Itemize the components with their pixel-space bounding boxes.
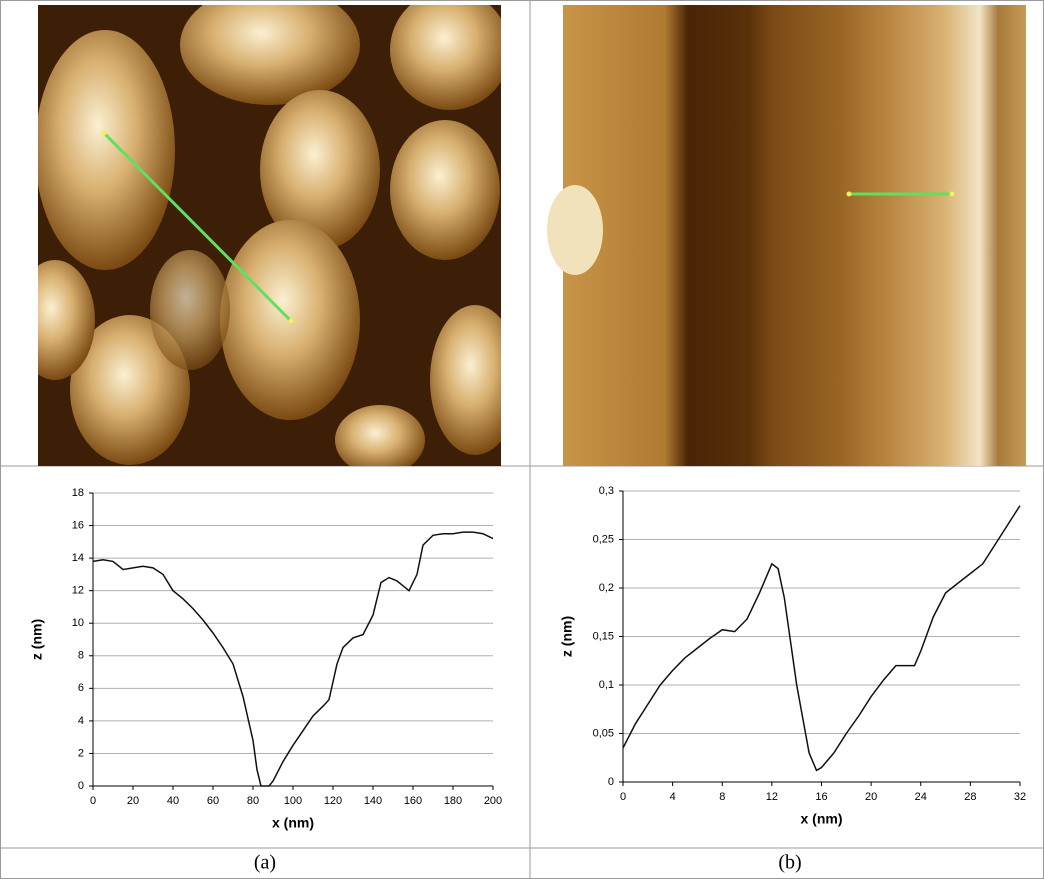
y-tick-label: 0 <box>78 780 84 792</box>
y-tick-label: 10 <box>72 617 84 629</box>
y-tick-label: 0,25 <box>593 533 614 545</box>
x-tick-label: 140 <box>364 795 382 807</box>
x-axis-title: x (nm) <box>272 815 314 831</box>
x-tick-label: 16 <box>815 791 827 803</box>
x-axis-title: x (nm) <box>801 811 843 827</box>
x-tick-label: 20 <box>127 795 139 807</box>
y-tick-label: 0,2 <box>599 582 614 594</box>
x-tick-label: 0 <box>90 795 96 807</box>
y-axis-title: z (nm) <box>29 619 45 660</box>
y-tick-label: 4 <box>78 715 84 727</box>
x-tick-label: 24 <box>915 791 927 803</box>
y-tick-label: 16 <box>72 519 84 531</box>
x-tick-label: 12 <box>766 791 778 803</box>
y-tick-label: 12 <box>72 585 84 597</box>
x-tick-label: 28 <box>964 791 976 803</box>
x-tick-label: 200 <box>484 795 502 807</box>
y-tick-label: 8 <box>78 650 84 662</box>
x-tick-label: 40 <box>167 795 179 807</box>
y-tick-label: 2 <box>78 747 84 759</box>
x-tick-label: 60 <box>207 795 219 807</box>
caption: (a) <box>254 852 276 874</box>
y-tick-label: 14 <box>72 552 84 564</box>
y-tick-label: 0 <box>608 776 614 788</box>
caption: (b) <box>778 852 801 874</box>
profile-line <box>92 531 494 787</box>
x-tick-label: 100 <box>284 795 302 807</box>
x-tick-label: 0 <box>620 791 626 803</box>
x-tick-label: 32 <box>1014 791 1026 803</box>
afm-image-a <box>38 5 501 466</box>
x-tick-label: 160 <box>404 795 422 807</box>
x-tick-label: 120 <box>324 795 342 807</box>
x-tick-label: 20 <box>865 791 877 803</box>
x-tick-label: 8 <box>719 791 725 803</box>
y-tick-label: 0,15 <box>593 630 614 642</box>
y-tick-label: 0,05 <box>593 727 614 739</box>
y-tick-label: 0,1 <box>599 679 614 691</box>
y-tick-label: 0,3 <box>599 485 614 497</box>
x-tick-label: 80 <box>247 795 259 807</box>
y-tick-label: 6 <box>78 682 84 694</box>
x-tick-label: 180 <box>444 795 462 807</box>
y-axis-title: z (nm) <box>559 616 575 657</box>
afm-image-b <box>547 5 1026 466</box>
y-tick-label: 18 <box>72 487 84 499</box>
x-tick-label: 4 <box>670 791 676 803</box>
profile-line <box>622 505 1021 772</box>
